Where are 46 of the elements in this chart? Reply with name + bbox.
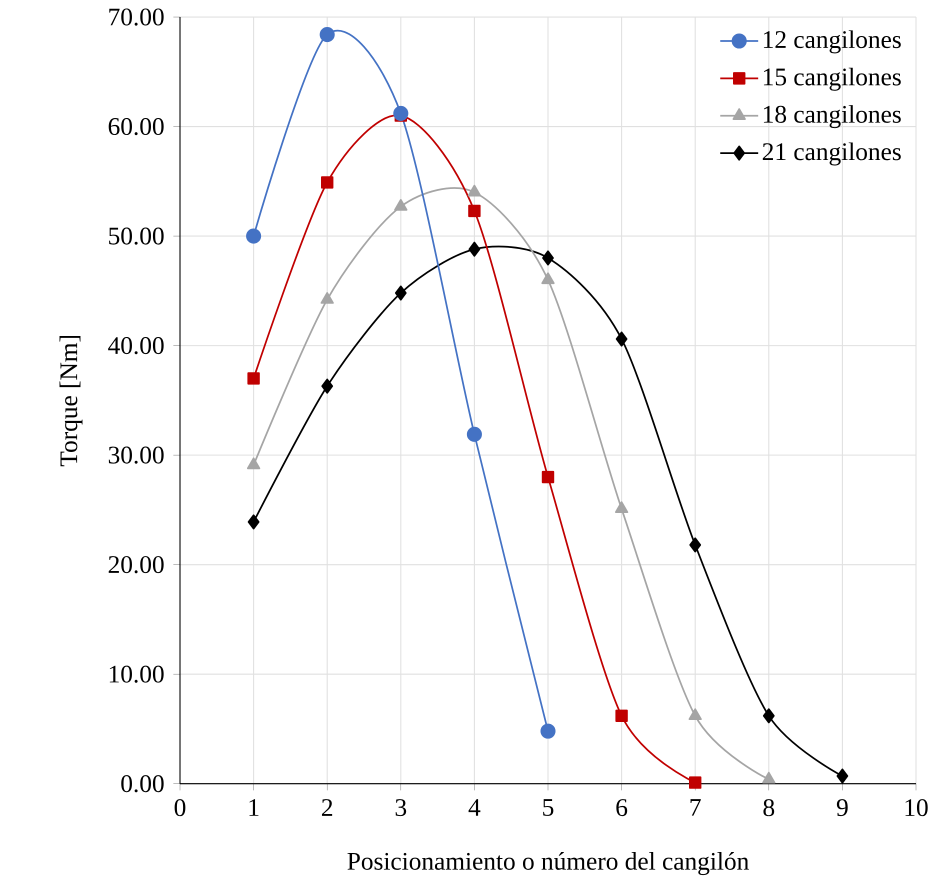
x-tick-label: 0 xyxy=(174,799,186,816)
point xyxy=(689,538,702,553)
point xyxy=(247,372,260,385)
point xyxy=(248,514,260,530)
legend-label: 18 cangilones xyxy=(764,105,901,128)
point xyxy=(468,204,481,218)
y-tick-label: 50.00 xyxy=(109,228,164,245)
y-axis-title: Torque [Nm] xyxy=(60,336,82,466)
x-axis-title: Posicionamiento o número del cangilón xyxy=(348,852,749,876)
y-tick-label: 70.00 xyxy=(109,8,164,26)
point xyxy=(320,27,335,42)
legend-label: 15 cangilones xyxy=(764,68,901,91)
x-tick-label: 3 xyxy=(396,799,406,816)
point xyxy=(542,470,554,484)
point xyxy=(468,242,480,257)
x-tick-label: 4 xyxy=(468,799,480,816)
x-tick-label: 8 xyxy=(763,799,774,816)
y-tick-label: 10.00 xyxy=(110,666,164,683)
point xyxy=(466,426,482,442)
x-tick-label: 1 xyxy=(249,799,258,816)
point xyxy=(689,776,702,789)
point xyxy=(393,106,408,122)
x-tick-label: 6 xyxy=(616,799,628,816)
y-tick-label: 20.00 xyxy=(108,556,164,574)
point xyxy=(394,286,407,301)
legend-label: 12 cangilones xyxy=(764,30,901,54)
x-tick-label: 9 xyxy=(836,799,848,816)
point xyxy=(246,228,262,244)
x-tick-label: 5 xyxy=(543,799,554,816)
y-tick-label: 30.00 xyxy=(108,446,164,464)
point xyxy=(616,332,628,347)
y-tick-label: 60.00 xyxy=(108,118,164,136)
x-tick-label: 7 xyxy=(690,799,701,816)
y-tick-label: 40.00 xyxy=(108,337,164,354)
point xyxy=(615,710,628,722)
point xyxy=(321,176,334,189)
x-tick-label: 10 xyxy=(906,799,928,816)
point xyxy=(836,768,848,784)
point xyxy=(540,724,556,739)
y-tick-label: 0.00 xyxy=(121,775,164,792)
point xyxy=(762,708,775,724)
legend-label: 21 cangilones xyxy=(762,142,901,166)
point xyxy=(541,272,555,284)
point xyxy=(321,378,334,394)
point xyxy=(542,250,554,266)
x-tick-label: 2 xyxy=(322,799,332,816)
